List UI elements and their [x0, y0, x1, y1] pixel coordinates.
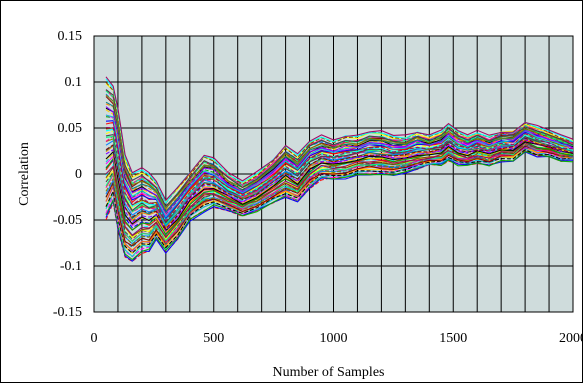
x-tick-label: 500 [203, 331, 224, 346]
series-line [105, 114, 574, 218]
y-tick-label: -0.1 [60, 259, 82, 274]
y-tick-label: 0.1 [65, 75, 83, 90]
series-line [105, 138, 574, 234]
x-axis-label: Number of Samples [273, 365, 385, 380]
series-line [105, 142, 574, 239]
x-tick-label: 1500 [439, 331, 467, 346]
series-line [105, 89, 574, 208]
y-tick-label: -0.05 [53, 213, 82, 228]
y-tick-label: 0 [75, 167, 82, 182]
series-line [105, 145, 574, 247]
series-line [105, 138, 574, 232]
y-tick-label: 0.15 [58, 29, 83, 44]
y-tick-label: 0.05 [58, 121, 83, 136]
y-axis-label: Correlation [17, 142, 32, 206]
series-line [105, 78, 574, 204]
series-line [105, 137, 574, 233]
x-tick-label: 0 [91, 331, 98, 346]
x-tick-label: 1000 [320, 331, 348, 346]
series-line [105, 150, 574, 261]
series-line [105, 149, 574, 254]
series-line [105, 126, 574, 222]
x-tick-label: 2000 [559, 331, 583, 346]
y-tick-label: -0.15 [53, 305, 82, 320]
series-line [105, 144, 574, 246]
series-line [105, 76, 574, 202]
